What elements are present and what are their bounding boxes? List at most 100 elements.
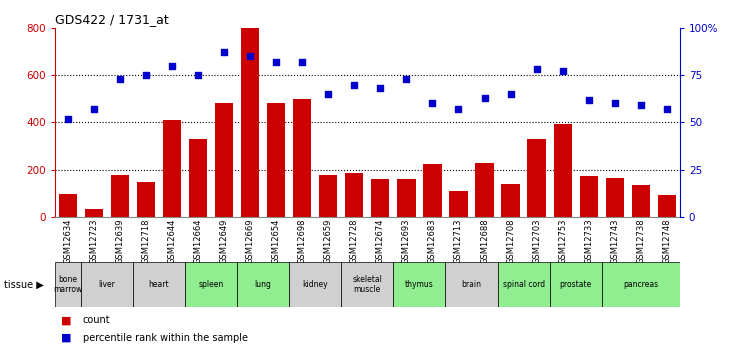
Text: lung: lung	[254, 280, 272, 289]
Text: kidney: kidney	[303, 280, 328, 289]
Text: percentile rank within the sample: percentile rank within the sample	[83, 333, 248, 343]
Text: spinal cord: spinal cord	[502, 280, 545, 289]
Bar	[550, 262, 602, 307]
Bar	[345, 174, 363, 217]
Point	[479, 95, 491, 100]
Point	[427, 101, 439, 106]
Text: GSM12703: GSM12703	[532, 218, 541, 264]
Bar	[580, 176, 598, 217]
Text: brain: brain	[461, 280, 482, 289]
Text: count: count	[83, 315, 110, 325]
Text: GSM12748: GSM12748	[662, 218, 671, 264]
Point	[166, 63, 178, 68]
Bar	[475, 163, 493, 217]
Text: GSM12649: GSM12649	[219, 218, 229, 264]
Bar	[163, 120, 181, 217]
Point	[270, 59, 282, 65]
Point	[88, 106, 99, 112]
Bar	[341, 262, 393, 307]
Text: heart: heart	[148, 280, 170, 289]
Text: skeletal
muscle: skeletal muscle	[352, 275, 382, 294]
Point	[504, 91, 516, 97]
Text: GSM12644: GSM12644	[167, 218, 176, 264]
Bar	[137, 182, 155, 217]
Text: thymus: thymus	[405, 280, 433, 289]
Point	[62, 116, 74, 121]
Bar	[602, 262, 680, 307]
Text: GSM12664: GSM12664	[194, 218, 202, 264]
Text: pancreas: pancreas	[624, 280, 659, 289]
Text: GSM12693: GSM12693	[402, 218, 411, 264]
Bar	[498, 262, 550, 307]
Text: GSM12743: GSM12743	[610, 218, 619, 264]
Bar	[55, 262, 81, 307]
Text: GSM12738: GSM12738	[636, 218, 645, 264]
Bar	[553, 124, 572, 217]
Text: GSM12718: GSM12718	[142, 218, 151, 264]
Bar	[605, 178, 624, 217]
Text: GSM12639: GSM12639	[115, 218, 124, 264]
Bar	[85, 209, 103, 217]
Bar	[289, 262, 341, 307]
Point	[452, 106, 464, 112]
Bar	[371, 179, 390, 217]
Point	[401, 76, 412, 81]
Text: GSM12683: GSM12683	[428, 218, 437, 264]
Point	[609, 101, 621, 106]
Bar	[393, 262, 445, 307]
Point	[661, 106, 673, 112]
Text: tissue ▶: tissue ▶	[4, 280, 43, 289]
Text: GSM12688: GSM12688	[480, 218, 489, 264]
Text: GSM12733: GSM12733	[584, 218, 593, 264]
Text: GSM12634: GSM12634	[64, 218, 72, 264]
Bar	[658, 195, 676, 217]
Bar	[133, 262, 185, 307]
Bar	[241, 28, 260, 217]
Bar	[319, 175, 338, 217]
Text: spleen: spleen	[198, 280, 224, 289]
Bar	[237, 262, 289, 307]
Text: GSM12654: GSM12654	[272, 218, 281, 264]
Point	[583, 97, 594, 102]
Point	[374, 86, 386, 91]
Bar	[111, 175, 129, 217]
Point	[557, 68, 569, 74]
Point	[219, 49, 230, 55]
Text: GSM12698: GSM12698	[298, 218, 307, 264]
Text: GSM12669: GSM12669	[246, 218, 254, 264]
Bar	[215, 104, 233, 217]
Point	[635, 102, 647, 108]
Point	[349, 82, 360, 87]
Text: ■: ■	[61, 333, 72, 343]
Bar	[397, 179, 415, 217]
Bar	[528, 139, 546, 217]
Text: GSM12728: GSM12728	[350, 218, 359, 264]
Text: GDS422 / 1731_at: GDS422 / 1731_at	[55, 13, 169, 27]
Text: GSM12674: GSM12674	[376, 218, 385, 264]
Text: GSM12723: GSM12723	[89, 218, 99, 264]
Point	[244, 53, 256, 59]
Text: bone
marrow: bone marrow	[53, 275, 83, 294]
Point	[296, 59, 308, 65]
Point	[322, 91, 334, 97]
Text: ■: ■	[61, 315, 72, 325]
Text: liver: liver	[99, 280, 115, 289]
Point	[192, 72, 204, 78]
Text: GSM12659: GSM12659	[324, 218, 333, 264]
Bar	[632, 185, 650, 217]
Bar	[189, 139, 207, 217]
Text: GSM12708: GSM12708	[506, 218, 515, 264]
Bar	[58, 194, 77, 217]
Bar	[450, 191, 468, 217]
Point	[140, 72, 152, 78]
Bar	[445, 262, 498, 307]
Bar	[501, 184, 520, 217]
Bar	[185, 262, 237, 307]
Bar	[267, 104, 285, 217]
Point	[531, 67, 542, 72]
Text: GSM12713: GSM12713	[454, 218, 463, 264]
Bar	[423, 164, 442, 217]
Text: prostate: prostate	[559, 280, 592, 289]
Bar	[293, 99, 311, 217]
Bar	[81, 262, 133, 307]
